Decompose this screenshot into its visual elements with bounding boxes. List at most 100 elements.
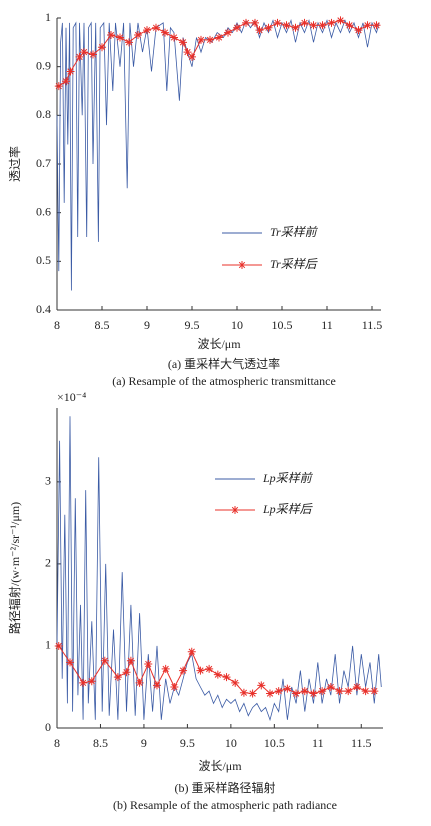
marker <box>233 23 241 32</box>
marker <box>224 28 232 37</box>
marker <box>89 50 97 59</box>
marker <box>54 82 63 91</box>
marker <box>205 664 214 673</box>
marker <box>161 28 169 37</box>
caption: (b) Resample of the atmospheric path rad… <box>113 798 337 812</box>
y-tick-label: 1 <box>45 10 51 24</box>
marker <box>79 678 88 687</box>
marker <box>143 26 151 35</box>
marker <box>282 21 291 30</box>
marker <box>274 687 283 696</box>
x-tick-label: 8 <box>54 736 60 750</box>
marker <box>183 48 192 57</box>
marker <box>144 660 153 668</box>
marker <box>98 43 106 52</box>
marker <box>196 666 205 675</box>
marker <box>161 664 170 673</box>
marker <box>300 18 309 27</box>
legend-label: Lp采样前 <box>262 471 314 485</box>
marker <box>257 681 266 690</box>
marker <box>372 21 381 30</box>
x-tick-label: 11.5 <box>351 736 372 750</box>
marker <box>336 16 345 25</box>
marker <box>273 18 282 27</box>
marker <box>75 52 84 61</box>
marker <box>222 673 231 682</box>
y-tick-label: 0.6 <box>36 204 51 218</box>
y-tick-label: 0 <box>45 720 51 734</box>
x-tick-label: 8 <box>54 318 60 332</box>
series-line <box>56 18 380 291</box>
marker <box>122 668 131 677</box>
marker <box>291 23 300 32</box>
marker <box>100 656 109 665</box>
x-tick-label: 8.5 <box>95 318 110 332</box>
caption: (b) 重采样路径辐射 <box>175 780 276 795</box>
caption: (a) Resample of the atmospheric transmit… <box>112 374 336 388</box>
x-tick-label: 10.5 <box>272 318 293 332</box>
marker <box>213 670 222 679</box>
marker <box>361 687 370 696</box>
marker <box>239 688 248 697</box>
y-tick-label: 0.7 <box>36 156 51 170</box>
marker <box>215 33 223 42</box>
marker <box>134 31 142 40</box>
y-axis-label: 透过率 <box>7 146 22 182</box>
x-tick-label: 8.5 <box>93 736 108 750</box>
marker <box>255 26 264 35</box>
x-tick-label: 10 <box>225 736 237 750</box>
marker <box>107 31 115 40</box>
marker <box>251 18 259 27</box>
marker <box>326 682 335 691</box>
x-tick-label: 10 <box>231 318 243 332</box>
legend-label: Tr采样后 <box>270 257 319 271</box>
marker <box>354 26 363 35</box>
marker <box>116 33 124 42</box>
marker <box>242 18 250 27</box>
legend-marker <box>238 261 246 269</box>
marker <box>54 641 63 650</box>
marker <box>370 687 379 696</box>
marker <box>152 681 161 690</box>
marker <box>265 689 274 698</box>
legend-label: Tr采样前 <box>270 225 319 239</box>
legend-label: Lp采样后 <box>262 502 314 516</box>
x-tick-label: 11 <box>312 736 324 750</box>
marker <box>292 689 301 698</box>
marker <box>87 677 96 686</box>
y-tick-label: 3 <box>45 474 51 488</box>
y-tick-label: 0.5 <box>36 253 51 267</box>
marker <box>135 678 144 687</box>
y-multiplier: ×10⁻⁴ <box>57 390 86 404</box>
x-tick-label: 11.5 <box>362 318 383 332</box>
x-tick-label: 11 <box>321 318 333 332</box>
x-axis-label: 波长/μm <box>197 337 241 351</box>
marker <box>363 21 372 30</box>
x-tick-label: 9.5 <box>185 318 200 332</box>
x-tick-label: 10.5 <box>264 736 285 750</box>
marker <box>179 666 188 675</box>
marker <box>318 687 327 696</box>
marker <box>179 38 187 47</box>
marker <box>113 673 122 682</box>
marker <box>309 689 318 698</box>
marker <box>170 33 178 42</box>
marker <box>318 21 327 30</box>
marker <box>62 77 70 86</box>
y-tick-label: 0.8 <box>36 107 51 121</box>
marker <box>197 35 205 44</box>
marker <box>187 647 196 656</box>
series-line <box>58 645 375 695</box>
marker <box>206 35 214 44</box>
marker <box>335 687 344 696</box>
marker <box>352 682 361 691</box>
marker <box>345 21 354 30</box>
y-tick-label: 1 <box>45 638 51 652</box>
y-tick-label: 0.4 <box>36 302 51 316</box>
marker <box>126 656 135 665</box>
marker <box>283 684 292 693</box>
marker <box>66 67 75 76</box>
y-tick-label: 2 <box>45 556 51 570</box>
series-line <box>58 19 377 87</box>
